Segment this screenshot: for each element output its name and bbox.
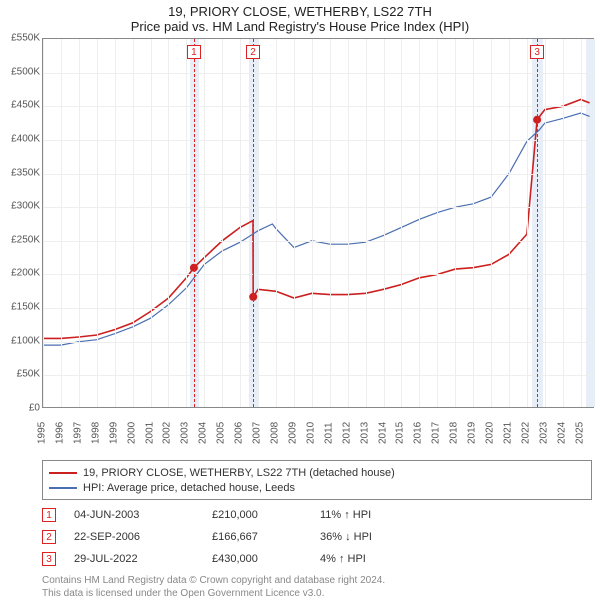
x-tick-label: 2009 <box>287 422 298 444</box>
x-tick-label: 2023 <box>538 422 549 444</box>
plot-area: 1 2 3 <box>42 38 594 408</box>
x-tick-label: 2021 <box>502 422 513 444</box>
x-tick-label: 2002 <box>162 422 173 444</box>
chart-title: 19, PRIORY CLOSE, WETHERBY, LS22 7TH <box>0 0 600 19</box>
sale-price: £166,667 <box>212 531 302 543</box>
chart-area: £0 £50K £100K £150K £200K £250K £300K £350K £400… <box>0 38 600 458</box>
x-tick-label: 1999 <box>108 422 119 444</box>
sale-number-box: 2 <box>42 530 56 544</box>
series-hpi <box>43 113 590 345</box>
x-tick-label: 2012 <box>341 422 352 444</box>
legend-item: 19, PRIORY CLOSE, WETHERBY, LS22 7TH (de… <box>49 465 585 480</box>
y-tick-label: £50K <box>0 369 40 380</box>
x-tick-label: 2018 <box>449 422 460 444</box>
x-tick-label: 1995 <box>37 422 48 444</box>
legend-swatch <box>49 472 77 474</box>
legend-swatch <box>49 487 77 489</box>
sale-date: 22-SEP-2006 <box>74 531 194 543</box>
legend-label: 19, PRIORY CLOSE, WETHERBY, LS22 7TH (de… <box>83 467 395 479</box>
chart-svg <box>43 39 595 409</box>
y-tick-label: £400K <box>0 133 40 144</box>
legend-label: HPI: Average price, detached house, Leed… <box>83 482 295 494</box>
y-tick-label: £250K <box>0 234 40 245</box>
x-tick-label: 2025 <box>574 422 585 444</box>
sale-row: 2 22-SEP-2006 £166,667 36% ↓ HPI <box>42 526 592 548</box>
x-tick-label: 2007 <box>252 422 263 444</box>
sale-price: £430,000 <box>212 553 302 565</box>
y-tick-label: £150K <box>0 302 40 313</box>
x-tick-label: 1997 <box>72 422 83 444</box>
legend-item: HPI: Average price, detached house, Leed… <box>49 480 585 495</box>
sale-date: 04-JUN-2003 <box>74 509 194 521</box>
y-tick-label: £0 <box>0 403 40 414</box>
x-tick-label: 2019 <box>467 422 478 444</box>
x-tick-label: 1998 <box>90 422 101 444</box>
x-tick-label: 2020 <box>485 422 496 444</box>
x-tick-label: 2011 <box>323 422 334 444</box>
series-property <box>43 100 590 339</box>
x-tick-label: 2014 <box>377 422 388 444</box>
x-axis: 1995199619971998199920002001200220032004… <box>42 410 594 456</box>
y-tick-label: £550K <box>0 33 40 44</box>
y-tick-label: £350K <box>0 167 40 178</box>
x-tick-label: 2016 <box>413 422 424 444</box>
y-tick-label: £500K <box>0 66 40 77</box>
sale-price: £210,000 <box>212 509 302 521</box>
x-tick-label: 2022 <box>520 422 531 444</box>
footer-line: Contains HM Land Registry data © Crown c… <box>42 574 582 587</box>
y-tick-label: £100K <box>0 335 40 346</box>
sale-delta: 4% ↑ HPI <box>320 553 420 565</box>
sale-row: 1 04-JUN-2003 £210,000 11% ↑ HPI <box>42 504 592 526</box>
sales-table: 1 04-JUN-2003 £210,000 11% ↑ HPI 2 22-SEP-200… <box>42 504 592 570</box>
sale-marker: 2 <box>246 45 260 59</box>
x-tick-label: 2015 <box>395 422 406 444</box>
footer-line: This data is licensed under the Open Gov… <box>42 587 582 600</box>
x-tick-label: 2017 <box>431 422 442 444</box>
chart-subtitle: Price paid vs. HM Land Registry's House … <box>0 19 600 38</box>
x-tick-label: 2001 <box>144 422 155 444</box>
y-tick-label: £450K <box>0 100 40 111</box>
x-tick-label: 2005 <box>216 422 227 444</box>
y-axis: £0£50K£100K£150K£200K£250K£300K£350K£400… <box>0 38 42 408</box>
y-tick-label: £200K <box>0 268 40 279</box>
sale-marker: 1 <box>187 45 201 59</box>
y-tick-label: £300K <box>0 201 40 212</box>
sale-row: 3 29-JUL-2022 £430,000 4% ↑ HPI <box>42 548 592 570</box>
sale-number-box: 1 <box>42 508 56 522</box>
x-tick-label: 2004 <box>198 422 209 444</box>
x-tick-label: 2003 <box>180 422 191 444</box>
sale-marker: 3 <box>530 45 544 59</box>
sale-number-box: 3 <box>42 552 56 566</box>
sale-delta: 36% ↓ HPI <box>320 531 420 543</box>
x-tick-label: 2008 <box>269 422 280 444</box>
x-tick-label: 2024 <box>556 422 567 444</box>
sale-date: 29-JUL-2022 <box>74 553 194 565</box>
x-tick-label: 1996 <box>54 422 65 444</box>
x-tick-label: 2000 <box>126 422 137 444</box>
x-tick-label: 2010 <box>305 422 316 444</box>
legend: 19, PRIORY CLOSE, WETHERBY, LS22 7TH (de… <box>42 460 592 500</box>
x-tick-label: 2006 <box>234 422 245 444</box>
sale-delta: 11% ↑ HPI <box>320 509 420 521</box>
footer: Contains HM Land Registry data © Crown c… <box>42 574 582 600</box>
x-tick-label: 2013 <box>359 422 370 444</box>
